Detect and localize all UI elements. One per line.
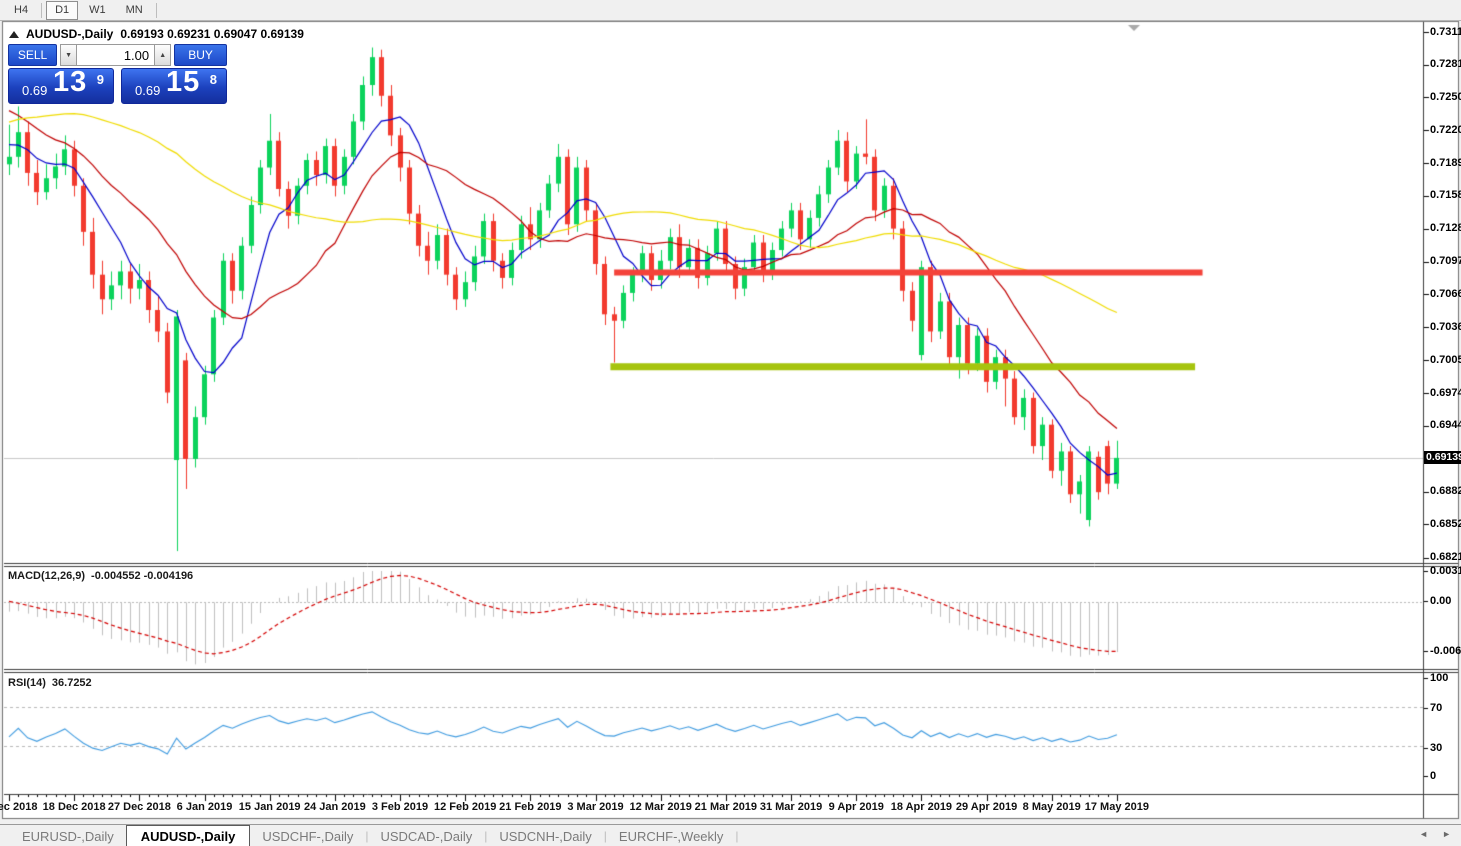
sell-price-big: 13 <box>53 66 88 98</box>
tab-scroll-left-icon[interactable]: ◄ <box>1419 829 1429 839</box>
rsi-axis-label: 70 <box>1430 701 1443 714</box>
time-axis-label: 6 Jan 2019 <box>176 801 233 813</box>
time-axis-label: 12 Mar 2019 <box>629 801 692 813</box>
tab-divider: | <box>735 829 739 843</box>
time-axis-label: 3 Feb 2019 <box>371 801 429 813</box>
tab-divider: | <box>484 829 488 843</box>
toolbar-divider <box>41 2 43 18</box>
chevron-down-icon: ▼ <box>65 51 73 59</box>
buy-price-panel[interactable]: 0.69 15 8 <box>121 66 227 104</box>
time-axis-label: 24 Jan 2019 <box>303 801 366 813</box>
timeframe-toolbar: H4 D1 W1 MN <box>0 0 1461 21</box>
rsi-axis-label: 30 <box>1430 741 1443 754</box>
tab-divider: | <box>365 829 369 843</box>
price-axis-label: 0.71585 <box>1430 189 1461 202</box>
price-axis-label: 0.70665 <box>1430 287 1461 300</box>
chart-symbol-label: AUDUSD-,Daily <box>26 27 114 41</box>
buy-price-prefix: 0.69 <box>135 83 161 98</box>
chart-tab-bar: EURUSD-,Daily AUDUSD-,Daily USDCHF-,Daily |… <box>0 824 1461 846</box>
time-axis-label: 18 Apr 2019 <box>890 801 953 813</box>
collapse-triangle-icon[interactable] <box>9 30 19 38</box>
buy-price-big: 15 <box>166 66 201 98</box>
current-price-tag: 0.69139 <box>1424 451 1461 465</box>
chart-title: AUDUSD-,Daily 0.69193 0.69231 0.69047 0.… <box>9 27 304 41</box>
time-axis-label: 15 Jan 2019 <box>238 801 301 813</box>
rsi-name: RSI(14) <box>8 677 46 689</box>
sell-price-sup: 9 <box>96 72 104 87</box>
volume-increase-button[interactable]: ▲ <box>154 44 172 66</box>
time-axis-label: 9 Dec 2018 <box>0 801 38 813</box>
macd-axis-label: 0.003164 <box>1430 564 1461 577</box>
toolbar-divider <box>155 2 157 18</box>
tab-usdchf-daily[interactable]: USDCHF-,Daily <box>262 829 354 844</box>
time-axis-label: 27 Dec 2018 <box>107 801 171 813</box>
buy-button[interactable]: BUY <box>174 44 228 66</box>
time-axis-label: 21 Feb 2019 <box>499 801 562 813</box>
rsi-indicator-label: RSI(14) 36.7252 <box>8 677 92 689</box>
price-axis-label: 0.73115 <box>1430 25 1461 38</box>
timeframe-button-w1[interactable]: W1 <box>89 3 106 16</box>
time-axis-label: 18 Dec 2018 <box>42 801 106 813</box>
buy-price-sup: 8 <box>209 72 217 87</box>
tab-eurchf-weekly[interactable]: EURCHF-,Weekly <box>618 829 724 844</box>
price-axis-label: 0.68825 <box>1430 485 1461 498</box>
tab-usdcnh-daily[interactable]: USDCNH-,Daily <box>499 829 592 844</box>
one-click-trading-panel: SELL ▼ ▲ BUY 0.69 13 9 0.69 15 8 <box>8 44 228 106</box>
macd-values: -0.004552 -0.004196 <box>91 570 194 582</box>
time-axis-label: 17 May 2019 <box>1084 801 1149 813</box>
macd-indicator-label: MACD(12,26,9) -0.004552 -0.004196 <box>8 570 193 582</box>
tab-divider: | <box>603 829 607 843</box>
sell-price-panel[interactable]: 0.69 13 9 <box>8 66 114 104</box>
time-axis-label: 29 Apr 2019 <box>955 801 1018 813</box>
time-axis-label: 9 Apr 2019 <box>828 801 884 813</box>
sell-price-prefix: 0.69 <box>22 83 48 98</box>
tab-scroll-right-icon[interactable]: ► <box>1442 829 1451 839</box>
chevron-up-icon: ▲ <box>159 51 167 59</box>
tab-eurusd-daily[interactable]: EURUSD-,Daily <box>22 829 114 844</box>
price-axis-label: 0.69745 <box>1430 386 1461 399</box>
time-axis-label: 8 May 2019 <box>1022 801 1081 813</box>
time-axis-label: 3 Mar 2019 <box>567 801 624 813</box>
timeframe-button-mn[interactable]: MN <box>125 3 143 16</box>
macd-axis-label: -0.006317 <box>1430 644 1461 657</box>
volume-input[interactable] <box>77 44 155 66</box>
timeframe-button-d1[interactable]: D1 <box>46 0 79 20</box>
rsi-value: 36.7252 <box>51 677 92 689</box>
chart-ohlc-readout: 0.69193 0.69231 0.69047 0.69139 <box>120 27 304 41</box>
time-axis-label: 31 Mar 2019 <box>759 801 823 813</box>
macd-name: MACD(12,26,9) <box>8 570 86 582</box>
price-axis-label: 0.72505 <box>1430 90 1461 103</box>
rsi-axis-label: 100 <box>1430 671 1449 684</box>
time-axis-label: 21 Mar 2019 <box>694 801 758 813</box>
rsi-axis-label: 0 <box>1430 769 1437 782</box>
tab-audusd-daily[interactable]: AUDUSD-,Daily <box>125 825 251 846</box>
sell-button[interactable]: SELL <box>8 44 58 66</box>
volume-decrease-button[interactable]: ▼ <box>60 44 78 66</box>
tab-scroll-buttons: ◄ ► <box>1419 829 1451 839</box>
tab-usdcad-daily[interactable]: USDCAD-,Daily <box>380 829 473 844</box>
macd-axis-label: 0.00 <box>1430 594 1452 607</box>
timeframe-button-h4[interactable]: H4 <box>14 3 29 16</box>
time-axis-label: 12 Feb 2019 <box>434 801 497 813</box>
